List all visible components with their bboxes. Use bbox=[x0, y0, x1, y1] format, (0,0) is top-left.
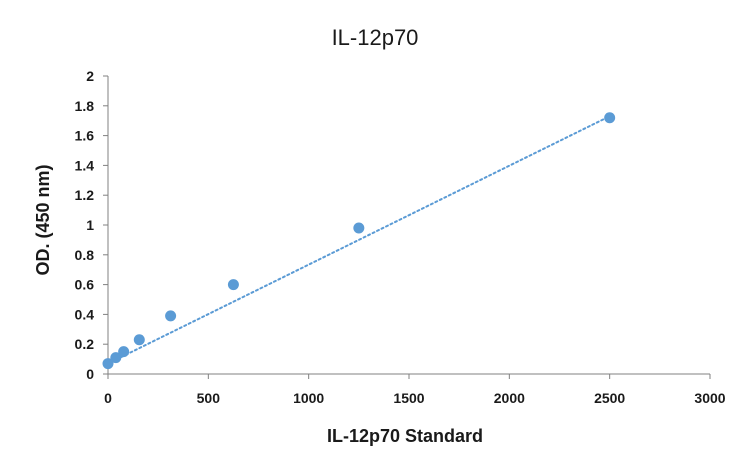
x-axis: 0 500 1000 1500 2000 2500 3000 bbox=[104, 374, 726, 406]
y-tick-label: 1.8 bbox=[75, 98, 95, 114]
x-tick-label: 1500 bbox=[393, 390, 424, 406]
data-point bbox=[604, 112, 615, 123]
x-tick-label: 2500 bbox=[594, 390, 625, 406]
x-tick-label: 2000 bbox=[494, 390, 525, 406]
chart-title: IL-12p70 bbox=[332, 25, 419, 50]
y-tick-label: 0.4 bbox=[75, 306, 95, 322]
x-axis-title: IL-12p70 Standard bbox=[327, 426, 483, 446]
y-tick-label: 2 bbox=[86, 68, 94, 84]
y-axis: 0 0.2 0.4 0.6 0.8 1 1.2 1.4 1.6 1.8 2 bbox=[75, 68, 108, 382]
y-tick-label: 0.2 bbox=[75, 336, 95, 352]
x-tick-label: 0 bbox=[104, 390, 112, 406]
data-point bbox=[118, 346, 129, 357]
y-tick-label: 1 bbox=[86, 217, 94, 233]
trendline-group bbox=[108, 116, 610, 363]
data-point bbox=[228, 279, 239, 290]
x-tick-label: 3000 bbox=[694, 390, 725, 406]
y-tick-label: 1.6 bbox=[75, 128, 95, 144]
trendline bbox=[108, 116, 610, 363]
y-tick-label: 0 bbox=[86, 366, 94, 382]
y-tick-label: 0.8 bbox=[75, 247, 95, 263]
data-point bbox=[165, 310, 176, 321]
y-axis-title: OD. (450 nm) bbox=[33, 164, 53, 275]
y-tick-label: 0.6 bbox=[75, 277, 95, 293]
y-tick-label: 1.2 bbox=[75, 187, 95, 203]
data-point bbox=[353, 222, 364, 233]
x-tick-label: 500 bbox=[197, 390, 221, 406]
x-tick-label: 1000 bbox=[293, 390, 324, 406]
data-point bbox=[134, 334, 145, 345]
y-tick-label: 1.4 bbox=[75, 157, 95, 173]
